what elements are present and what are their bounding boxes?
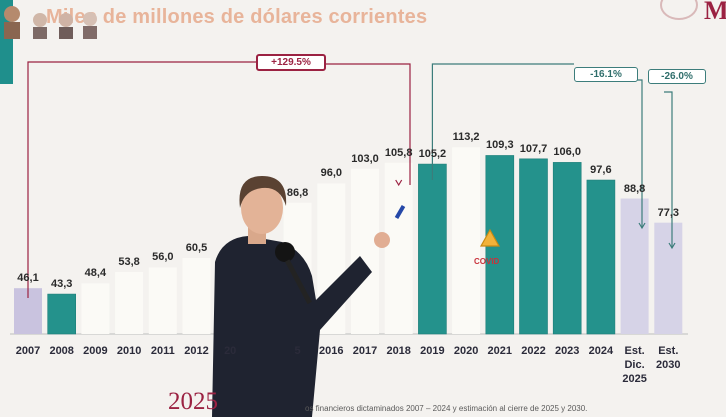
data-label: 96,0 — [320, 167, 343, 180]
microphone-icon — [275, 242, 295, 262]
increase-bracket — [27, 61, 411, 298]
decrease-2030-bracket — [664, 91, 673, 248]
bar-2009 — [81, 283, 110, 334]
data-label: 77,3 — [657, 206, 680, 219]
x-tick-label: 2016 — [319, 345, 344, 357]
speaker-figure — [212, 176, 406, 417]
increase-annotation: +129.5% — [256, 54, 326, 71]
bar-2019 — [418, 163, 447, 335]
bar-2022 — [519, 158, 548, 335]
bar-2024 — [586, 179, 616, 335]
bar-est-dic-2025 — [620, 198, 649, 334]
speaker-hair — [239, 176, 287, 208]
speaker-jacket — [212, 236, 372, 417]
bar-2012 — [182, 257, 211, 334]
data-label: 109,3 — [486, 139, 514, 152]
decrease-2025-annotation: -16.1% — [574, 67, 638, 82]
x-tick-label: 2012 — [184, 345, 209, 357]
pen-icon — [394, 204, 406, 220]
data-label: 48,4 — [84, 267, 107, 280]
bar-2018 — [384, 162, 413, 334]
data-label: 53,8 — [118, 256, 140, 269]
x-tick-label: 2007 — [15, 345, 41, 357]
speaker-hand — [374, 232, 390, 248]
arrow-head-icon — [668, 242, 676, 250]
bar-est-2030 — [654, 222, 683, 334]
chart-title: Miles de millones de dólares corrientes — [46, 6, 428, 28]
x-tick-label: 2019 — [420, 345, 445, 357]
arrow-head-icon — [395, 179, 403, 187]
x-tick-label: 2010 — [116, 345, 142, 357]
x-tick-label: 2017 — [352, 345, 378, 357]
year-2025-logo: 2025 — [168, 388, 218, 415]
bar-2011 — [148, 267, 177, 334]
x-tick-label: 2024 — [588, 345, 614, 357]
data-label: 86,8 — [286, 186, 309, 199]
bar-2020 — [452, 147, 481, 334]
data-label: 88,8 — [623, 182, 646, 195]
historical-figures-logo — [4, 6, 97, 39]
x-tick-label: 2023 — [554, 345, 580, 357]
data-label: 113,2 — [452, 131, 480, 144]
bar-2023 — [552, 162, 582, 335]
x-tick-label: 2021 — [487, 345, 513, 357]
x-tick-label: 2008 — [49, 345, 74, 357]
data-label: 105,8 — [384, 146, 413, 159]
arrow-head-icon — [638, 222, 646, 230]
microphone-handle — [284, 259, 312, 305]
data-label: 97,6 — [590, 164, 612, 177]
x-tick-label: 2020 — [453, 345, 479, 357]
bar-2010 — [115, 272, 144, 334]
x-tick-label: Est. 2030 — [656, 345, 681, 371]
x-tick-label: Est. Dic. 2025 — [622, 345, 647, 385]
bar-2008 — [47, 293, 77, 335]
decrease-2030-annotation: -26.0% — [648, 69, 706, 84]
data-label: 43,3 — [50, 278, 73, 291]
footnote: os financieros dictaminados 2007 – 2024 … — [305, 404, 588, 413]
x-tick-label: 2018 — [386, 345, 411, 357]
data-label: 106,0 — [553, 146, 581, 159]
x-tick-label: 20 — [224, 345, 237, 357]
bar-2017 — [351, 168, 379, 334]
warning-icon — [479, 228, 501, 247]
logo-letter: M — [704, 0, 726, 25]
data-label: 103,0 — [351, 152, 379, 165]
x-tick-label: 5 — [294, 345, 301, 357]
speaker-face — [241, 182, 283, 234]
x-tick-label: 2022 — [521, 345, 546, 357]
data-label: 56,0 — [152, 251, 174, 264]
data-label: 107,7 — [519, 142, 548, 155]
covid-label: COVID — [474, 257, 500, 266]
data-label: 105,2 — [418, 148, 447, 161]
data-label: 46,1 — [17, 272, 39, 285]
data-label: 60,5 — [185, 241, 208, 254]
x-tick-label: 2011 — [150, 345, 175, 357]
x-tick-label: 2009 — [83, 345, 108, 357]
